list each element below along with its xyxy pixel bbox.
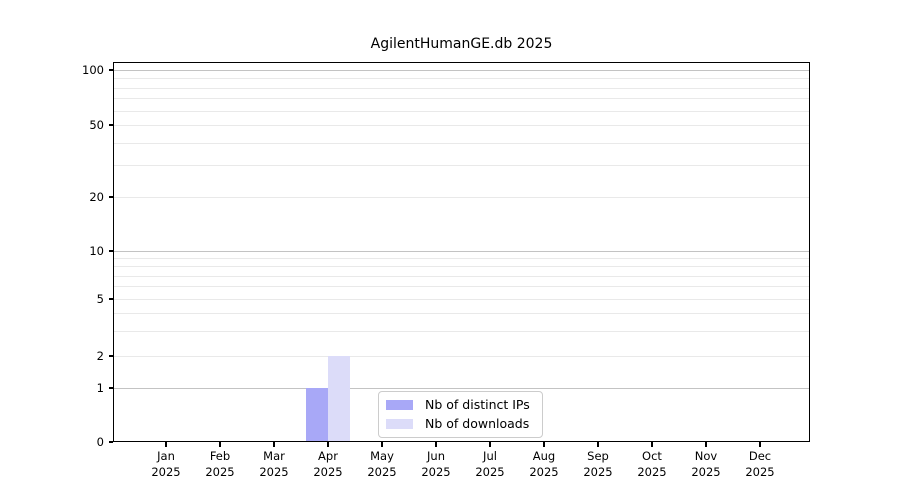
x-label-year-dec: 2025 (745, 464, 775, 479)
x-tick-nov (705, 442, 707, 447)
y-tick-1 (108, 387, 113, 389)
legend-label-downloads: Nb of downloads (425, 416, 530, 431)
x-tick-label-jul: Jul 2025 (458, 449, 522, 480)
legend: Nb of distinct IPs Nb of downloads (378, 391, 543, 438)
bar-series0-apr (305, 388, 328, 442)
y-gridline-10 (113, 251, 810, 252)
x-label-month-oct: Oct (642, 449, 662, 463)
axes-border (113, 62, 810, 442)
y-gridline-1 (113, 388, 810, 389)
y-minor-gridline-8 (113, 266, 810, 268)
x-tick-label-apr: Apr 2025 (296, 449, 360, 480)
x-tick-label-sep: Sep 2025 (566, 449, 630, 480)
x-label-month-sep: Sep (587, 449, 609, 463)
x-label-month-aug: Aug (532, 449, 556, 463)
y-minor-gridline-9 (113, 258, 810, 260)
x-label-year-feb: 2025 (205, 464, 235, 479)
x-tick-feb (219, 442, 221, 447)
x-label-month-jul: Jul (483, 449, 497, 463)
y-tick-5 (108, 298, 113, 300)
y-tick-50 (108, 124, 113, 126)
x-tick-label-oct: Oct 2025 (620, 449, 684, 480)
x-tick-label-nov: Nov 2025 (674, 449, 738, 480)
x-label-month-apr: Apr (318, 449, 338, 463)
y-tick-label-2: 2 (96, 349, 104, 363)
x-tick-oct (651, 442, 653, 447)
y-tick-label-100: 100 (82, 63, 104, 77)
y-gridline-50 (113, 125, 810, 126)
x-tick-dec (759, 442, 761, 447)
x-label-month-jun: Jun (427, 449, 445, 463)
x-tick-aug (543, 442, 545, 447)
x-label-month-nov: Nov (694, 449, 718, 463)
y-tick-label-50: 50 (89, 118, 104, 132)
y-gridline-2 (113, 356, 810, 357)
bar-series1-apr (327, 356, 350, 442)
x-tick-jan (165, 442, 167, 447)
x-tick-label-dec: Dec 2025 (728, 449, 792, 480)
y-tick-20 (108, 196, 113, 198)
legend-swatch-distinct-ips (386, 399, 413, 411)
y-minor-gridline-80 (113, 87, 810, 89)
x-label-month-mar: Mar (263, 449, 285, 463)
y-gridline-20 (113, 197, 810, 198)
legend-swatch-downloads (386, 418, 413, 430)
x-label-year-mar: 2025 (259, 464, 289, 479)
y-tick-0 (108, 441, 113, 443)
y-minor-gridline-7 (113, 275, 810, 277)
legend-item-downloads: Nb of downloads (386, 416, 534, 432)
x-tick-label-feb: Feb 2025 (188, 449, 252, 480)
x-tick-apr (327, 442, 329, 447)
x-tick-label-aug: Aug 2025 (512, 449, 576, 480)
x-label-year-aug: 2025 (529, 464, 559, 479)
x-tick-may (381, 442, 383, 447)
x-label-month-jan: Jan (157, 449, 175, 463)
x-label-year-may: 2025 (367, 464, 397, 479)
y-tick-2 (108, 355, 113, 357)
y-tick-100 (108, 69, 113, 71)
x-label-month-dec: Dec (748, 449, 772, 463)
x-label-year-sep: 2025 (583, 464, 613, 479)
x-tick-label-mar: Mar 2025 (242, 449, 306, 480)
x-tick-label-may: May 2025 (350, 449, 414, 480)
y-tick-label-10: 10 (89, 244, 104, 258)
y-tick-label-5: 5 (96, 292, 104, 306)
x-tick-label-jun: Jun 2025 (404, 449, 468, 480)
y-gridline-100 (113, 70, 810, 71)
y-minor-gridline-70 (113, 98, 810, 100)
x-label-month-feb: Feb (209, 449, 231, 463)
legend-label-distinct-ips: Nb of distinct IPs (425, 397, 530, 412)
y-gridline-5 (113, 299, 810, 300)
x-tick-jul (489, 442, 491, 447)
y-tick-10 (108, 250, 113, 252)
x-label-year-apr: 2025 (313, 464, 343, 479)
x-label-month-may: May (370, 449, 394, 463)
x-label-year-oct: 2025 (637, 464, 667, 479)
y-minor-gridline-30 (113, 165, 810, 167)
y-minor-gridline-3 (113, 330, 810, 332)
chart-title: AgilentHumanGE.db 2025 (370, 36, 553, 52)
y-tick-label-0: 0 (96, 435, 104, 449)
y-tick-label-20: 20 (89, 190, 104, 204)
x-label-year-jun: 2025 (421, 464, 451, 479)
plot-area (113, 62, 810, 442)
x-tick-label-jan: Jan 2025 (134, 449, 198, 480)
y-minor-gridline-4 (113, 312, 810, 314)
x-label-year-jul: 2025 (475, 464, 505, 479)
y-minor-gridline-60 (113, 110, 810, 112)
y-minor-gridline-90 (113, 78, 810, 80)
y-tick-label-1: 1 (96, 381, 104, 395)
y-minor-gridline-40 (113, 142, 810, 144)
x-tick-mar (273, 442, 275, 447)
legend-item-distinct-ips: Nb of distinct IPs (386, 397, 534, 413)
x-tick-sep (597, 442, 599, 447)
y-minor-gridline-6 (113, 286, 810, 288)
x-label-year-nov: 2025 (691, 464, 721, 479)
x-label-year-jan: 2025 (151, 464, 181, 479)
x-tick-jun (435, 442, 437, 447)
